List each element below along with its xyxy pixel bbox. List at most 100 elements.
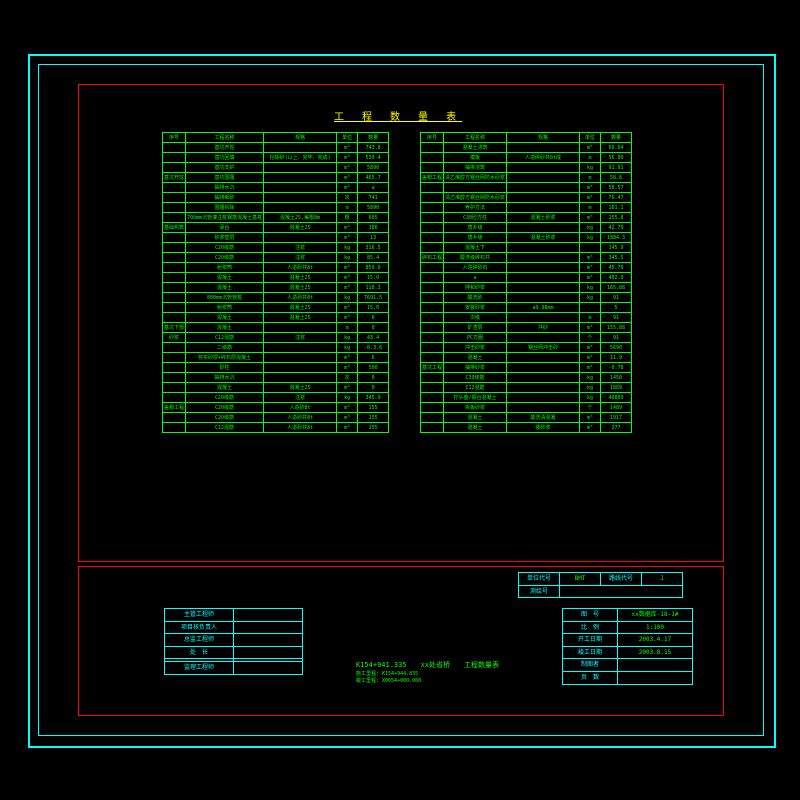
cell — [163, 353, 186, 363]
cell — [507, 143, 580, 153]
cell — [163, 373, 186, 383]
cell: 混凝土砂浆 — [507, 213, 580, 223]
cell — [163, 143, 186, 153]
cell — [507, 273, 580, 283]
cell: 43.4 — [358, 333, 389, 343]
cell: 605 — [358, 213, 389, 223]
cell: m³ — [337, 173, 358, 183]
cell: 1884.3 — [601, 233, 632, 243]
cell: 唐乡级 — [444, 223, 507, 233]
cell: 抽排水沉 — [186, 373, 264, 383]
cell — [163, 393, 186, 403]
cell: C20级筋 — [186, 393, 264, 403]
cell: m³ — [580, 353, 601, 363]
col-header: 工程名称 — [186, 133, 264, 143]
cell — [264, 323, 337, 333]
cell: 基坑下部 — [163, 323, 186, 333]
cell: 人造碎砂共8t成 — [507, 153, 580, 163]
cell: 混凝土 — [186, 273, 264, 283]
cell: 155.88 — [601, 323, 632, 333]
cell: m³ — [337, 223, 358, 233]
cell: m³ — [337, 153, 358, 163]
tb-cell — [560, 585, 683, 598]
col-header: 单位 — [580, 133, 601, 143]
cell: 挖除砂(以上、完毕、完成) — [264, 153, 337, 163]
cell: 射浆筒 — [186, 263, 264, 273]
cell: kg — [337, 343, 358, 353]
cell: m³ — [580, 253, 601, 263]
cell: C20级筋 — [186, 243, 264, 253]
cell: 0 — [358, 383, 389, 393]
cell — [163, 163, 186, 173]
cell: 15.0 — [358, 273, 389, 283]
cell: 混凝土 — [186, 283, 264, 293]
cell: 注浆 — [264, 243, 337, 253]
cell: 次 — [337, 373, 358, 383]
cell: 酸洗级碎石共 — [444, 253, 507, 263]
cell: 基坑回填 — [186, 153, 264, 163]
cell: m³ — [337, 303, 358, 313]
tb-label: 主管工程师 — [165, 609, 234, 622]
cell — [421, 193, 444, 203]
cell — [507, 193, 580, 203]
cell: 316.5 — [358, 243, 389, 253]
cell: 砂柱 — [186, 363, 264, 373]
cell: 58.57 — [601, 183, 632, 193]
tb-value — [234, 662, 303, 675]
cell: 个 — [580, 403, 601, 413]
cell: 155 — [358, 413, 389, 423]
tb-label: 监理工程师 — [165, 662, 234, 675]
cell: m³ — [337, 183, 358, 193]
cell — [163, 233, 186, 243]
cell: 76.47 — [601, 193, 632, 203]
cell: C20级筋 — [186, 253, 264, 263]
cell: 40889 — [601, 393, 632, 403]
cell — [163, 263, 186, 273]
cell: 注浆 — [264, 253, 337, 263]
cell — [163, 313, 186, 323]
tb-cell: BMT — [560, 573, 601, 586]
cell: 拌和砂浆 — [444, 283, 507, 293]
cell: 酸洗砂 — [444, 293, 507, 303]
cell: 根 — [337, 213, 358, 223]
cell — [163, 423, 186, 433]
cell: 145.9 — [601, 243, 632, 253]
cell: m³ — [337, 273, 358, 283]
tb-text-line: K154+941.335 xx处省桥 工程数量表 — [356, 660, 499, 670]
cell — [507, 383, 580, 393]
cell: m³ — [337, 143, 358, 153]
cell: m — [580, 173, 601, 183]
cell: 11.9 — [601, 353, 632, 363]
cell: 唐乡级 — [444, 233, 507, 243]
cell — [163, 273, 186, 283]
cell — [163, 383, 186, 393]
cell: 次级 — [444, 313, 507, 323]
cell: 清乙烯醇方钢丝网防水砂浆 — [444, 193, 507, 203]
tb-value — [234, 609, 303, 622]
cell: 5890 — [358, 163, 389, 173]
quantity-table-right: 序号工程名称规格单位数量混凝土浇筑m³69.64模板人造碎砂共8t成m56.80… — [420, 132, 632, 433]
tb-label: 页 数 — [563, 671, 618, 684]
titleblock-codes: 单位代号BMT路线代号J测绘号 — [518, 572, 683, 598]
cell — [421, 343, 444, 353]
cell: m³ — [580, 273, 601, 283]
cell: m — [580, 153, 601, 163]
cell: m³ — [580, 323, 601, 333]
cell: C20级筋 — [186, 413, 264, 423]
cell — [444, 183, 507, 193]
cell: 人造砂共8t — [264, 263, 337, 273]
cell: 91 — [601, 293, 632, 303]
tb-text-line: 施工里程: K154+944.835 — [356, 670, 499, 677]
cell — [264, 353, 337, 363]
col-header: 数量 — [601, 133, 632, 143]
tb-label: 图 号 — [563, 609, 618, 622]
col-header: 数量 — [358, 133, 389, 143]
cell: kg — [337, 293, 358, 303]
col-header: 序号 — [421, 133, 444, 143]
cell: 1450 — [601, 373, 632, 383]
cell: 混凝土25 — [264, 223, 337, 233]
cell: 45.79 — [601, 263, 632, 273]
cell: 0 — [358, 373, 389, 383]
cell — [507, 203, 580, 213]
tb-value: 1:100 — [618, 621, 693, 634]
